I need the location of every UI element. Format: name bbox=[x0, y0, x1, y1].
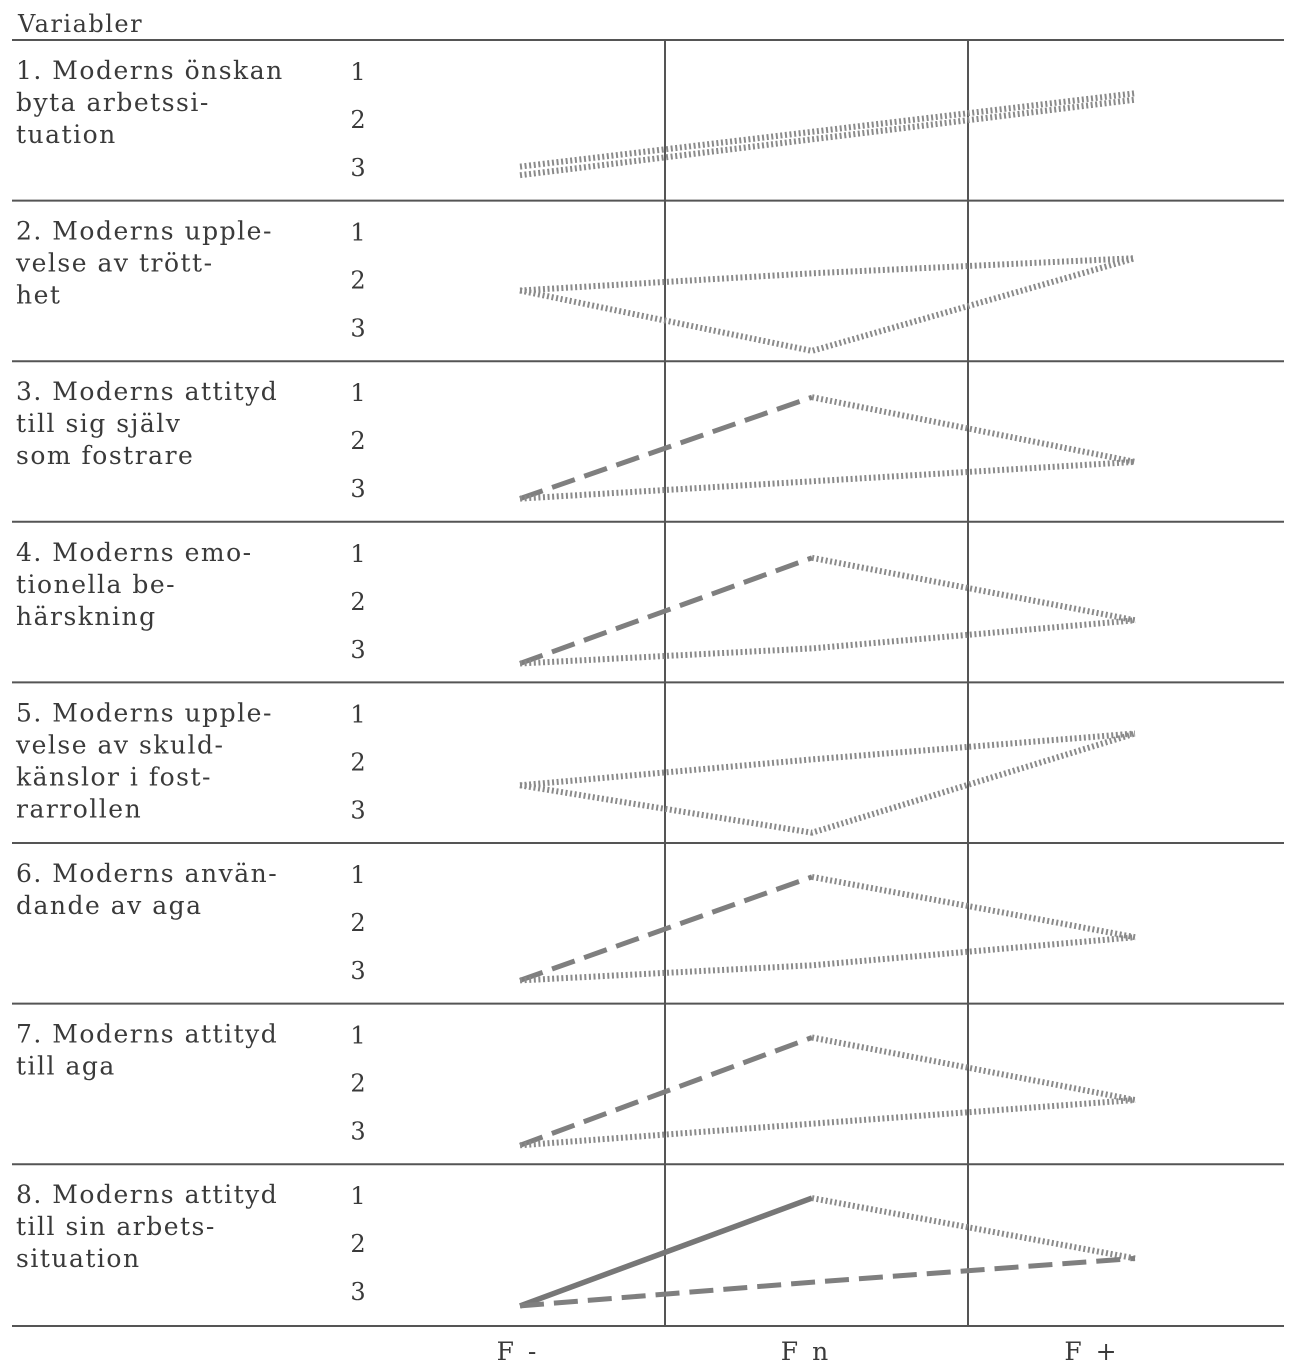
level-label: 3 bbox=[350, 475, 365, 503]
level-label: 3 bbox=[350, 1278, 365, 1306]
series-line-dotted bbox=[519, 255, 1136, 294]
variable-label-line: dande av aga bbox=[16, 891, 203, 920]
series-line-dashed bbox=[519, 394, 813, 501]
series-line-dashed bbox=[519, 1255, 1136, 1309]
level-label: 3 bbox=[350, 154, 365, 182]
variable-label-line: 5. Moderns upple- bbox=[16, 698, 273, 727]
series-line-dotted bbox=[811, 554, 1136, 624]
level-label: 2 bbox=[350, 427, 365, 455]
variable-row: 3. Moderns attityd till sig själv som fost… bbox=[16, 377, 366, 503]
variable-row: 1. Moderns önskan byta arbetssi-tuation 1 2… bbox=[16, 56, 366, 182]
variable-label-line: rarrollen bbox=[16, 794, 142, 823]
variable-label-line: 1. Moderns önskan bbox=[16, 56, 284, 85]
variable-label-line: 7. Moderns attityd bbox=[16, 1020, 278, 1049]
level-label: 1 bbox=[350, 379, 365, 407]
column-header: Variabler bbox=[17, 10, 143, 38]
variable-label-line: het bbox=[16, 281, 61, 310]
variable-row: 8. Moderns attityd till sin arbets-situat… bbox=[16, 1180, 366, 1306]
level-label: 2 bbox=[350, 1070, 365, 1098]
grid bbox=[12, 39, 1284, 1327]
variable-label-line: 6. Moderns använ- bbox=[16, 859, 278, 888]
series-line-dotted bbox=[811, 1195, 1136, 1262]
series-line-dotted bbox=[519, 730, 1136, 836]
level-label: 2 bbox=[350, 748, 365, 776]
variable-label-line: situation bbox=[16, 1244, 141, 1273]
series-line-dotted bbox=[811, 1034, 1136, 1103]
series-line-dotted bbox=[519, 458, 1136, 502]
x-axis-tick-labels: F - F n F + bbox=[497, 1337, 1119, 1366]
level-label: 1 bbox=[350, 1182, 365, 1210]
series-line-dotted bbox=[519, 617, 1136, 667]
series-line-solid bbox=[519, 1195, 813, 1309]
variable-row: 6. Moderns använ-dande av aga 1 2 3 bbox=[16, 859, 366, 985]
series-lines bbox=[519, 90, 1136, 1309]
series-line-dashed bbox=[519, 1035, 813, 1148]
level-label: 1 bbox=[350, 861, 365, 889]
variable-label-line: 3. Moderns attityd bbox=[16, 377, 278, 406]
variable-label-line: 8. Moderns attityd bbox=[16, 1180, 278, 1209]
x-tick-label: F + bbox=[1064, 1337, 1119, 1366]
level-label: 3 bbox=[350, 315, 365, 343]
level-label: 3 bbox=[350, 636, 365, 664]
level-label: 1 bbox=[350, 540, 365, 568]
series-line-dotted bbox=[519, 96, 1136, 179]
level-label: 1 bbox=[350, 58, 365, 86]
series-line-dotted bbox=[519, 90, 1136, 170]
variable-label-line: byta arbetssi- bbox=[16, 88, 210, 117]
variable-label-line: känslor i fost- bbox=[16, 762, 212, 791]
level-label: 1 bbox=[350, 219, 365, 247]
x-tick-label: F n bbox=[781, 1337, 831, 1366]
variable-label-line: som fostrare bbox=[16, 441, 194, 470]
variable-row: 5. Moderns upple-velse av skuld-känslor … bbox=[15, 698, 366, 824]
level-label: 2 bbox=[350, 1230, 365, 1258]
series-line-dashed bbox=[519, 555, 813, 666]
series-line-dotted bbox=[519, 934, 1136, 984]
series-line-dotted bbox=[811, 394, 1136, 465]
level-label: 1 bbox=[350, 1022, 365, 1050]
level-label: 1 bbox=[350, 700, 365, 728]
series-line-dotted bbox=[519, 1097, 1136, 1149]
x-tick-label: F - bbox=[497, 1337, 540, 1366]
variable-label-line: härskning bbox=[16, 602, 157, 631]
series-line-dashed bbox=[519, 874, 813, 983]
variable-label-line: velse av trött- bbox=[15, 249, 214, 278]
series-line-dotted bbox=[519, 255, 1136, 354]
level-label: 2 bbox=[350, 267, 365, 295]
series-line-dotted bbox=[519, 730, 1136, 789]
level-label: 2 bbox=[350, 106, 365, 134]
variable-label-line: till sig själv bbox=[16, 409, 181, 438]
variable-row: 4. Moderns emo-tionella be-härskning 1 2 3 bbox=[16, 538, 366, 664]
series-line-dotted bbox=[811, 873, 1136, 941]
level-label: 3 bbox=[350, 957, 365, 985]
variable-label-line: tuation bbox=[16, 120, 117, 149]
variable-label-line: 2. Moderns upple- bbox=[16, 217, 273, 246]
variable-label-line: 4. Moderns emo- bbox=[16, 538, 253, 567]
variable-label-line: till aga bbox=[16, 1052, 116, 1081]
level-label: 3 bbox=[350, 796, 365, 824]
variable-label-line: till sin arbets- bbox=[16, 1212, 216, 1241]
level-label: 3 bbox=[350, 1118, 365, 1146]
variable-row: 7. Moderns attityd till aga 1 2 3 bbox=[16, 1020, 366, 1146]
variable-label-line: tionella be- bbox=[16, 570, 176, 599]
level-label: 2 bbox=[350, 909, 365, 937]
variable-label-line: velse av skuld- bbox=[15, 730, 225, 759]
variable-row: 2. Moderns upple-velse av trött-het 1 2 3 bbox=[15, 217, 366, 343]
level-label: 2 bbox=[350, 588, 365, 616]
